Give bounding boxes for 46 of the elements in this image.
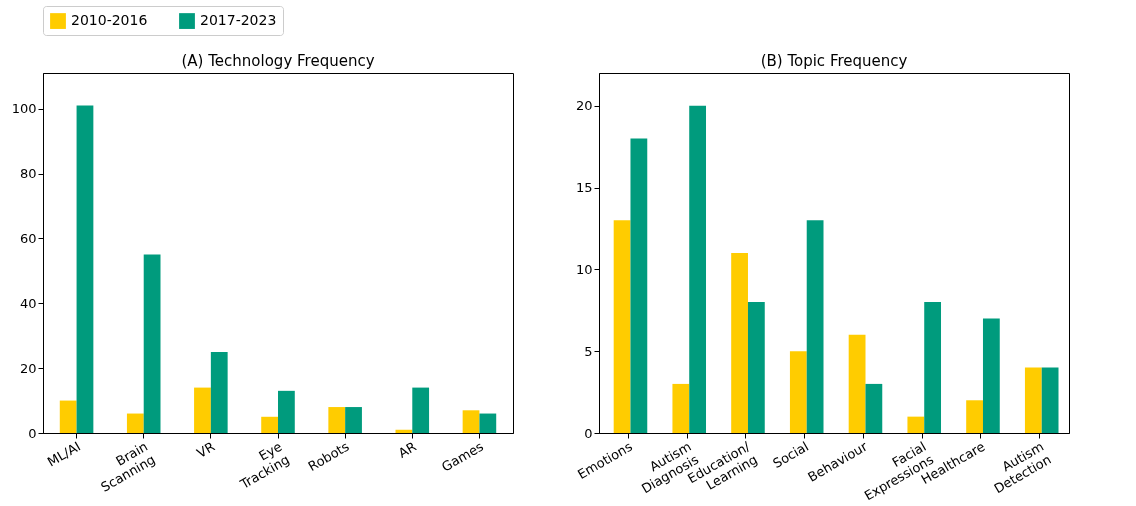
x-tick-label: AR: [395, 438, 419, 461]
bar: [907, 416, 925, 433]
bar: [982, 318, 1000, 433]
bar: [412, 387, 430, 433]
bar: [731, 253, 748, 433]
y-tick-label: 10: [575, 261, 593, 277]
bar: [345, 407, 362, 433]
bar: [806, 220, 824, 433]
bar: [966, 400, 983, 433]
y-tick-label: 80: [19, 166, 37, 182]
bar: [261, 416, 278, 433]
bar: [210, 351, 228, 433]
bar: [613, 220, 631, 433]
y-tick-label: 60: [19, 230, 37, 246]
legend-label: 2010-2016: [71, 12, 148, 29]
y-tick-label: 40: [19, 295, 37, 311]
bar: [328, 407, 346, 433]
bar: [630, 138, 648, 433]
bar: [1041, 367, 1059, 433]
y-tick-label: 20: [19, 360, 37, 376]
x-tick-label: VR: [194, 438, 218, 461]
y-tick-label: 0: [28, 425, 37, 441]
y-tick-label: 0: [584, 425, 593, 441]
bar: [462, 410, 480, 433]
bar: [672, 383, 690, 433]
bar: [194, 387, 211, 433]
chart-title: (A) Technology Frequency: [181, 52, 375, 70]
bar: [126, 413, 144, 433]
legend-label: 2017-2023: [200, 12, 277, 29]
y-tick-label: 100: [11, 101, 37, 117]
y-tick-label: 5: [584, 343, 593, 359]
y-tick-label: 15: [575, 180, 593, 196]
bar: [59, 400, 77, 433]
y-tick-label: 20: [575, 98, 593, 114]
bar: [76, 105, 94, 433]
bar: [848, 334, 866, 433]
bar: [689, 105, 707, 433]
bar: [747, 302, 765, 433]
bar: [1024, 367, 1042, 433]
chart-title: (B) Topic Frequency: [760, 52, 908, 70]
bar: [865, 383, 883, 433]
bar: [789, 351, 807, 433]
bar: [278, 390, 295, 433]
bar: [924, 302, 942, 433]
bar: [143, 254, 161, 433]
bar: [479, 413, 497, 433]
